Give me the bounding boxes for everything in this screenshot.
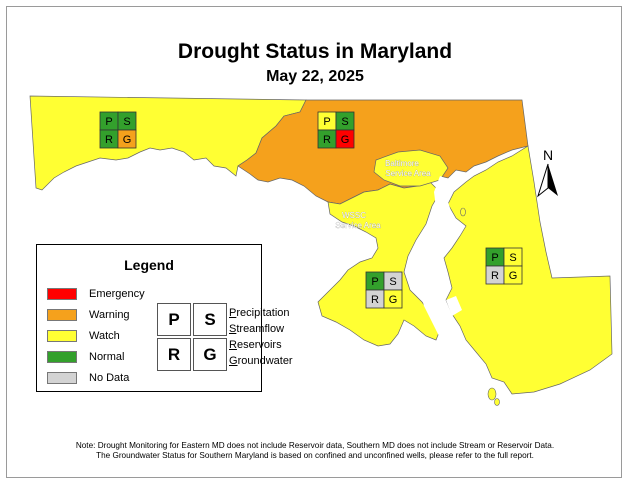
footnote: Note: Drought Monitoring for Eastern MD … (0, 441, 630, 461)
legend: Legend Emergency Warning Watch Normal No… (36, 244, 293, 392)
baltimore-label-sub: Service Area (385, 169, 431, 178)
legend-item-normal: Normal (47, 350, 124, 364)
status-grid-eastern: P SR G (485, 247, 523, 285)
eastern-shore-inlet (446, 296, 462, 316)
status-cell-g: G (503, 265, 523, 285)
status-cell-s: S (117, 111, 137, 131)
legend-item-warning: Warning (47, 308, 130, 322)
legend-label: No Data (89, 372, 130, 384)
svg-text:G: G (123, 134, 132, 146)
status-grid-southern: P SR G (365, 271, 403, 309)
psg-key-streamflow: Streamflow (229, 323, 285, 335)
north-arrow-icon: N (537, 147, 558, 198)
status-cell-p: P (317, 111, 337, 131)
legend-item-no-data: No Data (47, 371, 129, 385)
footnote-line-2: The Groundwater Status for Southern Mary… (96, 451, 534, 460)
legend-swatch (47, 330, 77, 342)
map-date: May 22, 2025 (266, 68, 364, 85)
baltimore-label: Baltimore (385, 159, 419, 168)
svg-text:G: G (389, 294, 398, 306)
island (460, 207, 466, 217)
psg-key-groundwater: Groundwater (229, 355, 293, 367)
island (487, 387, 497, 401)
svg-text:P: P (491, 252, 498, 264)
svg-text:G: G (341, 134, 350, 146)
psg-key-reservoirs: Reservoirs (229, 339, 282, 351)
status-cell-p: P (99, 111, 119, 131)
region-eastern (443, 145, 613, 395)
legend-label: Normal (89, 351, 125, 363)
svg-text:R: R (323, 134, 331, 146)
svg-text:R: R (371, 294, 379, 306)
svg-text:S: S (389, 276, 396, 288)
chesapeake-bay (418, 176, 484, 380)
legend-title: Legend (124, 257, 174, 273)
legend-swatch (47, 309, 77, 321)
status-cell-p: P (365, 271, 385, 291)
legend-swatch (47, 351, 77, 363)
psg-cell-g: G (193, 338, 227, 371)
status-cell-r: R (99, 129, 119, 149)
legend-swatch (47, 372, 77, 384)
status-cell-r: R (317, 129, 337, 149)
wssc-label-sub: Service Area (335, 221, 381, 230)
svg-text:G: G (509, 270, 518, 282)
status-cell-s: S (383, 271, 403, 291)
psg-cell-s: S (193, 303, 227, 336)
island (494, 398, 500, 406)
map-frame (6, 6, 622, 478)
status-cell-r: R (365, 289, 385, 309)
legend-item-emergency: Emergency (47, 287, 145, 301)
status-grid-western: P SR G (99, 111, 137, 149)
status-grid-central: P SR G (317, 111, 355, 149)
map-title: Drought Status in Maryland (177, 40, 453, 63)
psg-cell-r: R (157, 338, 191, 371)
psg-key-precipitation: Precipitation (229, 307, 290, 319)
legend-item-watch: Watch (47, 329, 120, 343)
status-cell-s: S (335, 111, 355, 131)
svg-text:R: R (105, 134, 113, 146)
status-cell-g: G (117, 129, 137, 149)
svg-text:N: N (543, 147, 553, 163)
wssc-label: WSSC (342, 211, 366, 220)
status-cell-r: R (485, 265, 505, 285)
svg-text:P: P (323, 116, 330, 128)
svg-text:S: S (509, 252, 516, 264)
status-cell-s: S (503, 247, 523, 267)
legend-swatch (47, 288, 77, 300)
legend-psg-grid: P S R G (157, 303, 229, 373)
legend-label: Emergency (89, 288, 145, 300)
legend-label: Warning (89, 309, 130, 321)
svg-text:R: R (491, 270, 499, 282)
svg-text:S: S (123, 116, 130, 128)
status-cell-g: G (335, 129, 355, 149)
svg-text:P: P (371, 276, 378, 288)
footnote-line-1: Note: Drought Monitoring for Eastern MD … (75, 441, 555, 450)
svg-text:S: S (341, 116, 348, 128)
status-cell-g: G (383, 289, 403, 309)
svg-text:P: P (105, 116, 112, 128)
psg-cell-p: P (157, 303, 191, 336)
legend-label: Watch (89, 330, 120, 342)
status-cell-p: P (485, 247, 505, 267)
